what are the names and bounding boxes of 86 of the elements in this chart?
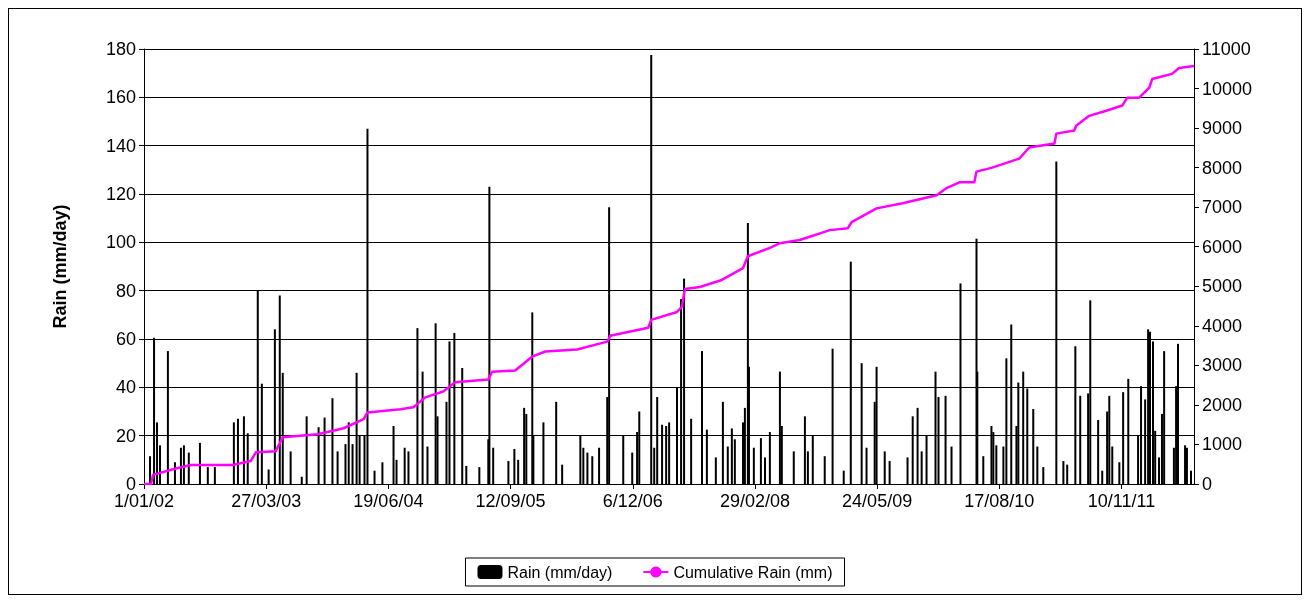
y2-tick-label: 3000: [1202, 355, 1243, 376]
y-tick-label: 160: [105, 87, 136, 108]
bar: [344, 444, 347, 484]
bar: [950, 446, 953, 484]
x-tick-label: 27/03/03: [231, 491, 302, 511]
bar: [714, 457, 717, 484]
x-tick-label: 6/12/06: [602, 491, 663, 511]
y2-tick-label: 8000: [1202, 157, 1243, 178]
bar: [1062, 461, 1065, 484]
bar: [823, 456, 826, 484]
y-axis-title: Rain (mm/day): [50, 204, 70, 329]
bar: [1036, 446, 1039, 484]
y2-tick-label: 6000: [1202, 236, 1243, 257]
y2-tick-label: 9000: [1202, 118, 1243, 139]
x-tick-label: 12/09/05: [475, 491, 546, 511]
bar: [507, 461, 510, 484]
y-tick-label: 180: [105, 39, 136, 59]
y-tick-label: 100: [105, 232, 136, 253]
y2-tick-label: 11000: [1202, 39, 1251, 59]
bar: [842, 470, 845, 484]
x-tick-label: 17/08/10: [964, 491, 1035, 511]
x-tick-label: 24/05/09: [842, 491, 913, 511]
y2-tick-label: 4000: [1202, 315, 1243, 336]
x-tick-label: 1/01/02: [113, 491, 175, 511]
y2-tick-label: 5000: [1202, 276, 1243, 297]
bar: [1101, 470, 1104, 484]
bar: [906, 457, 909, 484]
bar: [426, 446, 429, 484]
bar: [300, 476, 303, 484]
y2-tick-label: 0: [1202, 474, 1213, 494]
bar: [883, 451, 886, 484]
x-tick-label: 29/02/08: [719, 491, 790, 511]
bar: [182, 445, 185, 484]
bar: [752, 447, 755, 484]
bar: [213, 467, 216, 484]
bar: [591, 456, 594, 484]
bar: [148, 456, 151, 484]
bar: [598, 447, 601, 484]
bar: [1118, 462, 1121, 484]
bar: [865, 447, 868, 484]
bar: [403, 447, 406, 484]
bar: [586, 452, 589, 484]
y2-tick-label: 2000: [1202, 394, 1243, 415]
bar: [631, 452, 634, 484]
legend-label: Cumulative Rain (mm): [673, 563, 833, 581]
bar: [1042, 467, 1045, 484]
bar: [336, 451, 339, 484]
bar: [726, 446, 729, 484]
bar: [305, 416, 308, 484]
bar: [492, 447, 495, 484]
bar: [1190, 470, 1193, 484]
bar: [517, 459, 520, 484]
bar: [407, 451, 410, 484]
bar: [982, 456, 985, 484]
legend-label: Rain (mm/day): [507, 563, 613, 581]
bar: [478, 467, 481, 484]
bar: [888, 461, 891, 484]
bar: [381, 462, 384, 484]
bar: [465, 465, 468, 484]
bar: [198, 442, 201, 484]
y2-tick-label: 1000: [1202, 434, 1243, 455]
bar: [179, 447, 182, 484]
y2-tick-label: 7000: [1202, 197, 1243, 218]
x-tick-label: 19/06/04: [353, 491, 424, 511]
bar: [763, 457, 766, 484]
bar: [289, 451, 292, 484]
bar: [513, 448, 516, 484]
y-tick-label: 40: [115, 377, 136, 398]
line-series: [142, 64, 1196, 486]
y2-tick-label: 10000: [1202, 78, 1253, 99]
bar: [267, 469, 270, 484]
bar: [206, 467, 209, 484]
bar: [1066, 464, 1069, 484]
y-tick-label: 0: [125, 474, 136, 494]
bar: [792, 451, 795, 484]
y-tick-label: 60: [115, 329, 136, 349]
bar: [920, 451, 923, 484]
y-tick-label: 20: [115, 425, 136, 446]
y-tick-label: 140: [105, 135, 136, 156]
bar: [759, 438, 762, 484]
y-tick-label: 120: [105, 184, 136, 204]
y-tick-label: 80: [115, 280, 136, 301]
x-tick-label: 10/11/11: [1087, 491, 1156, 511]
bar: [561, 464, 564, 484]
bar: [351, 444, 354, 484]
bar: [373, 470, 376, 484]
